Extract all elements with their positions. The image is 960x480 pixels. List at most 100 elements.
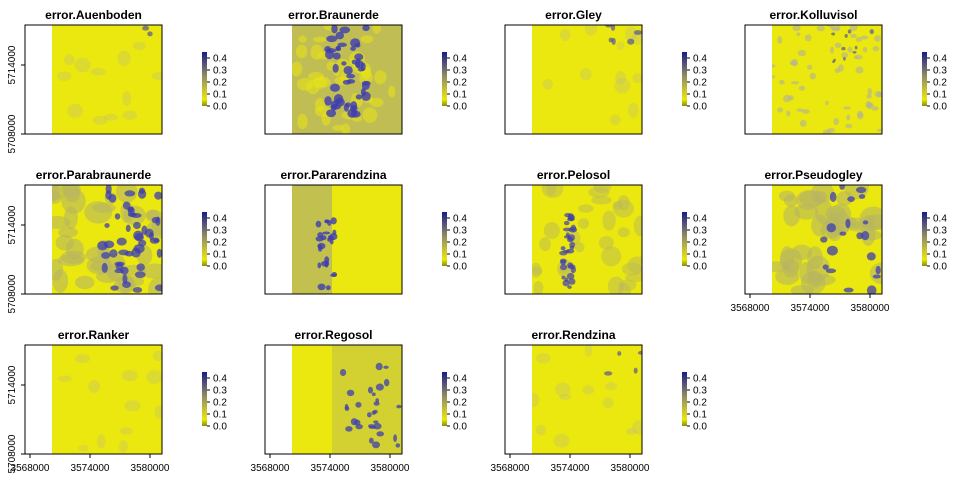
x-tick-label: 3568000 [731, 303, 770, 314]
key-tick-label: 0.2 [453, 398, 467, 409]
panel-title: error.Pseudogley [764, 168, 862, 182]
key-tick-label: 0.4 [693, 54, 707, 65]
key-tick-label: 0.2 [453, 78, 467, 89]
key-tick-label: 0.0 [453, 102, 467, 113]
key-tick-label: 0.3 [453, 226, 467, 237]
y-axis: 5708000 5714000 [7, 365, 25, 473]
key-tick-label: 0.2 [213, 398, 227, 409]
panel-error-braunerde: error.Braunerde 0.00.10.20.30.4 [264, 8, 467, 135]
key-tick-label: 0.4 [213, 54, 227, 65]
color-key: 0.00.10.20.30.4 [922, 212, 947, 273]
key-tick-label: 0.1 [453, 410, 467, 421]
key-tick-label: 0.4 [693, 214, 707, 225]
panel-title: error.Rendzina [531, 328, 615, 342]
y-tick-label: 5708000 [7, 114, 18, 153]
key-tick-label: 0.1 [453, 90, 467, 101]
key-tick-label: 0.2 [453, 238, 467, 249]
key-tick-label: 0.2 [693, 78, 707, 89]
key-tick-label: 0.3 [933, 66, 947, 77]
key-tick-label: 0.0 [693, 262, 707, 273]
panel-frame [24, 184, 163, 295]
raster-map [292, 345, 402, 454]
panel-title: error.Braunerde [288, 8, 379, 22]
key-tick-label: 0.1 [213, 250, 227, 261]
color-key: 0.00.10.20.30.4 [682, 372, 707, 433]
key-tick-label: 0.3 [693, 66, 707, 77]
key-tick-label: 0.0 [933, 102, 947, 113]
key-tick-label: 0.3 [213, 66, 227, 77]
raster-map [52, 25, 162, 134]
panel-frame [264, 184, 403, 295]
x-tick-label: 3568000 [491, 463, 530, 474]
panel-frame [744, 24, 883, 135]
y-tick-label: 5714000 [7, 365, 18, 404]
x-axis: 3568000 3574000 3580000 [491, 453, 650, 474]
key-tick-label: 0.3 [213, 226, 227, 237]
key-tick-label: 0.0 [213, 102, 227, 113]
key-tick-label: 0.2 [933, 78, 947, 89]
key-tick-label: 0.2 [693, 398, 707, 409]
key-tick-label: 0.3 [933, 226, 947, 237]
panel-title: error.Pelosol [537, 168, 610, 182]
panel-error-pseudogley: error.Pseudogley 0.00.10.20.30.4 3568000 35… [731, 168, 948, 314]
key-tick-label: 0.3 [453, 66, 467, 77]
panel-title: error.Auenboden [45, 8, 142, 22]
key-tick-label: 0.0 [453, 422, 467, 433]
x-tick-label: 3574000 [311, 463, 350, 474]
x-tick-label: 3574000 [71, 463, 110, 474]
key-tick-label: 0.3 [453, 386, 467, 397]
panel-title: error.Kolluvisol [769, 8, 857, 22]
color-key: 0.00.10.20.30.4 [682, 212, 707, 273]
panel-title: error.Ranker [58, 328, 130, 342]
key-tick-label: 0.2 [693, 238, 707, 249]
raster-map [772, 185, 882, 294]
key-tick-label: 0.0 [453, 262, 467, 273]
key-tick-label: 0.0 [213, 422, 227, 433]
key-tick-label: 0.4 [933, 54, 947, 65]
panel-frame [504, 184, 643, 295]
x-axis: 3568000 3574000 3580000 [11, 453, 170, 474]
raster-map [292, 25, 402, 134]
color-key: 0.00.10.20.30.4 [202, 52, 227, 113]
key-tick-label: 0.1 [693, 250, 707, 261]
x-tick-label: 3580000 [611, 463, 650, 474]
y-tick-label: 5708000 [7, 434, 18, 473]
color-key: 0.00.10.20.30.4 [202, 372, 227, 433]
key-tick-label: 0.4 [453, 54, 467, 65]
panel-error-parabraunerde: error.Parabraunerde 0.00.10.20.30.4 570800… [7, 168, 227, 313]
key-tick-label: 0.3 [693, 386, 707, 397]
key-tick-label: 0.4 [453, 214, 467, 225]
key-tick-label: 0.1 [933, 250, 947, 261]
key-tick-label: 0.1 [213, 90, 227, 101]
color-key: 0.00.10.20.30.4 [202, 212, 227, 273]
panel-title: error.Gley [545, 8, 602, 22]
panel-frame [504, 24, 643, 135]
raster-map [532, 345, 642, 454]
color-key: 0.00.10.20.30.4 [922, 52, 947, 113]
y-axis: 5708000 5714000 [7, 205, 25, 313]
key-tick-label: 0.2 [933, 238, 947, 249]
key-tick-label: 0.1 [693, 410, 707, 421]
panel-error-pelosol: error.Pelosol 0.00.10.20.30.4 [504, 168, 707, 295]
panel-error-kolluvisol: error.Kolluvisol 0.00.10.20.30.4 [744, 8, 947, 135]
panel-title: error.Parabraunerde [36, 168, 152, 182]
panel-error-auenboden: error.Auenboden 0.00.10.20.30.4 5708000 571… [7, 8, 227, 153]
key-tick-label: 0.1 [453, 250, 467, 261]
color-key: 0.00.10.20.30.4 [442, 212, 467, 273]
panel-error-rendzina: error.Rendzina 0.00.10.20.30.4 3568000 3574… [491, 328, 708, 474]
key-tick-label: 0.0 [693, 102, 707, 113]
key-tick-label: 0.0 [693, 422, 707, 433]
raster-map [772, 25, 882, 134]
color-key: 0.00.10.20.30.4 [682, 52, 707, 113]
x-tick-label: 3580000 [371, 463, 410, 474]
panel-error-gley: error.Gley 0.00.10.20.30.4 [504, 8, 707, 135]
x-tick-label: 3568000 [251, 463, 290, 474]
key-tick-label: 0.4 [453, 374, 467, 385]
key-tick-label: 0.2 [213, 78, 227, 89]
y-tick-label: 5708000 [7, 274, 18, 313]
raster-map [532, 185, 642, 294]
panel-title: error.Pararendzina [280, 168, 386, 182]
x-tick-label: 3580000 [851, 303, 890, 314]
key-tick-label: 0.1 [933, 90, 947, 101]
